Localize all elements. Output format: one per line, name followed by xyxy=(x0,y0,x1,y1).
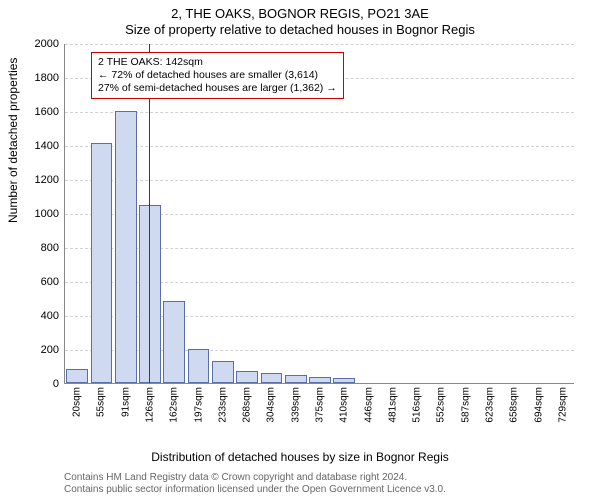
xtick-label: 375sqm xyxy=(315,387,326,423)
xtick-label: 304sqm xyxy=(266,387,277,423)
histogram-bar xyxy=(309,377,331,383)
xtick-label: 126sqm xyxy=(145,387,156,423)
xtick-label: 339sqm xyxy=(290,387,301,423)
ytick-label: 600 xyxy=(41,276,59,288)
histogram-bar xyxy=(139,205,161,384)
y-axis-label: Number of detached properties xyxy=(6,58,20,223)
xtick-label: 481sqm xyxy=(387,387,398,423)
grid-line xyxy=(65,146,574,147)
xtick-label: 694sqm xyxy=(533,387,544,423)
histogram-bar xyxy=(285,375,307,383)
xtick-label: 729sqm xyxy=(557,387,568,423)
ytick-label: 1600 xyxy=(35,106,59,118)
ytick-label: 0 xyxy=(53,378,59,390)
histogram-bar xyxy=(115,111,137,383)
xtick-label: 162sqm xyxy=(169,387,180,423)
callout-box: 2 THE OAKS: 142sqm ← 72% of detached hou… xyxy=(91,52,344,99)
xtick-label: 91sqm xyxy=(120,387,131,417)
ytick-label: 2000 xyxy=(35,38,59,50)
histogram-bar xyxy=(236,371,258,383)
chart-title-sub: Size of property relative to detached ho… xyxy=(0,22,600,37)
footer-attribution: Contains HM Land Registry data © Crown c… xyxy=(64,472,446,496)
xtick-label: 658sqm xyxy=(509,387,520,423)
xtick-label: 446sqm xyxy=(363,387,374,423)
histogram-bar xyxy=(188,349,210,383)
x-axis-label: Distribution of detached houses by size … xyxy=(0,450,600,464)
xtick-label: 587sqm xyxy=(460,387,471,423)
grid-line xyxy=(65,44,574,45)
callout-line-2: ← 72% of detached houses are smaller (3,… xyxy=(98,69,337,82)
grid-line xyxy=(65,112,574,113)
xtick-label: 552sqm xyxy=(436,387,447,423)
xtick-label: 268sqm xyxy=(242,387,253,423)
xtick-label: 233sqm xyxy=(217,387,228,423)
ytick-label: 1200 xyxy=(35,174,59,186)
histogram-bar xyxy=(163,301,185,383)
xtick-label: 410sqm xyxy=(339,387,350,423)
footer-line-2: Contains public sector information licen… xyxy=(64,484,446,496)
ytick-label: 1800 xyxy=(35,72,59,84)
plot-area: 020040060080010001200140016001800200020s… xyxy=(64,44,574,384)
callout-line-3: 27% of semi-detached houses are larger (… xyxy=(98,82,337,95)
ytick-label: 800 xyxy=(41,242,59,254)
ytick-label: 1000 xyxy=(35,208,59,220)
callout-line-1: 2 THE OAKS: 142sqm xyxy=(98,56,337,69)
ytick-label: 400 xyxy=(41,310,59,322)
histogram-bar xyxy=(261,373,283,383)
ytick-label: 1400 xyxy=(35,140,59,152)
xtick-label: 20sqm xyxy=(72,387,83,417)
ytick-label: 200 xyxy=(41,344,59,356)
xtick-label: 55sqm xyxy=(96,387,107,417)
xtick-label: 516sqm xyxy=(412,387,423,423)
histogram-bar xyxy=(66,369,88,383)
xtick-label: 197sqm xyxy=(193,387,204,423)
xtick-label: 623sqm xyxy=(485,387,496,423)
chart-title-main: 2, THE OAKS, BOGNOR REGIS, PO21 3AE xyxy=(0,6,600,21)
grid-line xyxy=(65,180,574,181)
histogram-bar xyxy=(212,361,234,383)
histogram-bar xyxy=(333,378,355,383)
footer-line-1: Contains HM Land Registry data © Crown c… xyxy=(64,472,446,484)
histogram-bar xyxy=(91,143,113,383)
